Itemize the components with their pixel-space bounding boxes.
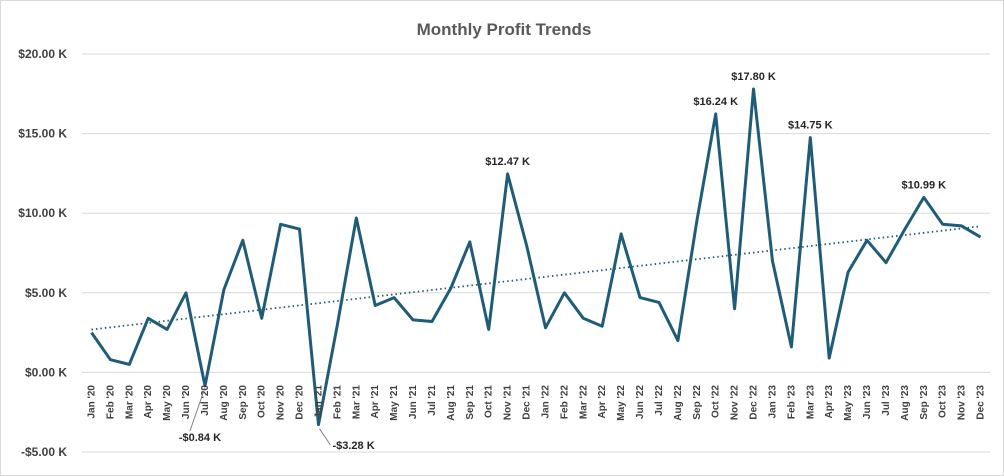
x-tick-label: Jun '23 bbox=[862, 385, 873, 419]
y-axis-ticks: -$5.00 K $0.00 K $5.00 K $10.00 K $15.00 K $2… bbox=[18, 47, 67, 459]
data-label: -$0.84 K bbox=[179, 432, 221, 444]
x-tick-label: Mar '20 bbox=[124, 385, 135, 420]
trendline-layer bbox=[91, 225, 981, 331]
data-label: $10.99 K bbox=[901, 179, 946, 191]
x-tick-label: May '21 bbox=[389, 385, 400, 421]
x-tick-label: Jan '20 bbox=[86, 385, 97, 419]
data-label: -$3.28 K bbox=[332, 440, 374, 452]
x-tick-label: Apr '20 bbox=[143, 385, 154, 419]
x-tick-label: Sep '23 bbox=[919, 385, 930, 420]
x-tick-label: Aug '23 bbox=[900, 385, 911, 421]
series-layer bbox=[90, 87, 982, 427]
x-tick-label: Aug '20 bbox=[219, 385, 230, 421]
x-tick-label: Dec '21 bbox=[522, 385, 533, 420]
x-tick-label: Oct '23 bbox=[938, 385, 949, 418]
x-tick-label: Jan '23 bbox=[767, 385, 778, 419]
x-tick-label: Mar '22 bbox=[578, 385, 589, 420]
x-tick-label: Dec '22 bbox=[749, 385, 760, 420]
x-tick-label: Jun '22 bbox=[635, 385, 646, 419]
x-tick-label: Jun '20 bbox=[181, 385, 192, 419]
x-tick-label: Sep '20 bbox=[238, 385, 249, 420]
x-tick-label: Jun '21 bbox=[408, 385, 419, 419]
trendline bbox=[91, 225, 981, 331]
y-tick-label: $10.00 K bbox=[18, 206, 67, 220]
x-tick-label: Apr '21 bbox=[370, 385, 381, 419]
x-tick-label: Oct '22 bbox=[711, 385, 722, 418]
x-tick-label: Jan '22 bbox=[540, 385, 551, 419]
x-tick-label: Sep '21 bbox=[465, 385, 476, 420]
x-tick-label: Jul '20 bbox=[200, 385, 211, 416]
x-tick-label: Aug '21 bbox=[446, 385, 457, 421]
data-label: $17.80 K bbox=[731, 71, 776, 83]
x-tick-label: Jul '22 bbox=[654, 385, 665, 416]
x-tick-label: Mar '21 bbox=[351, 385, 362, 420]
x-tick-label: Jan '21 bbox=[313, 385, 324, 419]
data-label-leader bbox=[189, 387, 206, 432]
x-tick-label: Feb '23 bbox=[786, 385, 797, 419]
x-tick-label: Nov '22 bbox=[730, 385, 741, 421]
x-tick-label: Aug '22 bbox=[673, 385, 684, 421]
x-tick-label: Nov '20 bbox=[276, 385, 287, 421]
x-tick-label: Apr '22 bbox=[597, 385, 608, 419]
x-tick-label: Dec '20 bbox=[295, 385, 306, 420]
x-tick-label: Sep '22 bbox=[692, 385, 703, 420]
data-label: $12.47 K bbox=[485, 156, 530, 168]
data-label: $14.75 K bbox=[788, 120, 833, 132]
y-tick-label: $0.00 K bbox=[25, 365, 67, 379]
x-tick-label: May '22 bbox=[616, 385, 627, 421]
y-tick-label: -$5.00 K bbox=[21, 445, 67, 459]
x-tick-label: Apr '23 bbox=[824, 385, 835, 419]
x-tick-label: Oct '21 bbox=[484, 385, 495, 418]
y-tick-label: $5.00 K bbox=[25, 286, 67, 300]
x-tick-label: Nov '21 bbox=[503, 385, 514, 421]
x-tick-label: Oct '20 bbox=[257, 385, 268, 418]
x-tick-label: Feb '20 bbox=[105, 385, 116, 419]
x-tick-label: Nov '23 bbox=[957, 385, 968, 421]
chart-title: Monthly Profit Trends bbox=[417, 20, 592, 39]
x-tick-label: Jul '21 bbox=[427, 385, 438, 416]
x-tick-label: Feb '21 bbox=[332, 385, 343, 419]
x-tick-label: Mar '23 bbox=[805, 385, 816, 420]
data-label-leader bbox=[319, 428, 331, 446]
x-tick-label: Dec '23 bbox=[976, 385, 987, 420]
y-tick-label: $15.00 K bbox=[18, 127, 67, 141]
x-tick-label: Feb '22 bbox=[559, 385, 570, 419]
data-label: $16.24 K bbox=[693, 96, 738, 108]
x-axis-ticks: Jan '20 Feb '20 Mar '20 Apr '20 May '20 Jun '… bbox=[86, 385, 986, 421]
x-tick-label: May '23 bbox=[843, 385, 854, 421]
x-tick-label: May '20 bbox=[162, 385, 173, 421]
series-line bbox=[90, 87, 982, 427]
data-labels: -$0.84 K -$3.28 K $12.47 K $16.24 K $17.80 K… bbox=[179, 71, 946, 452]
x-tick-label: Jul '23 bbox=[881, 385, 892, 416]
y-tick-label: $20.00 K bbox=[18, 47, 67, 61]
